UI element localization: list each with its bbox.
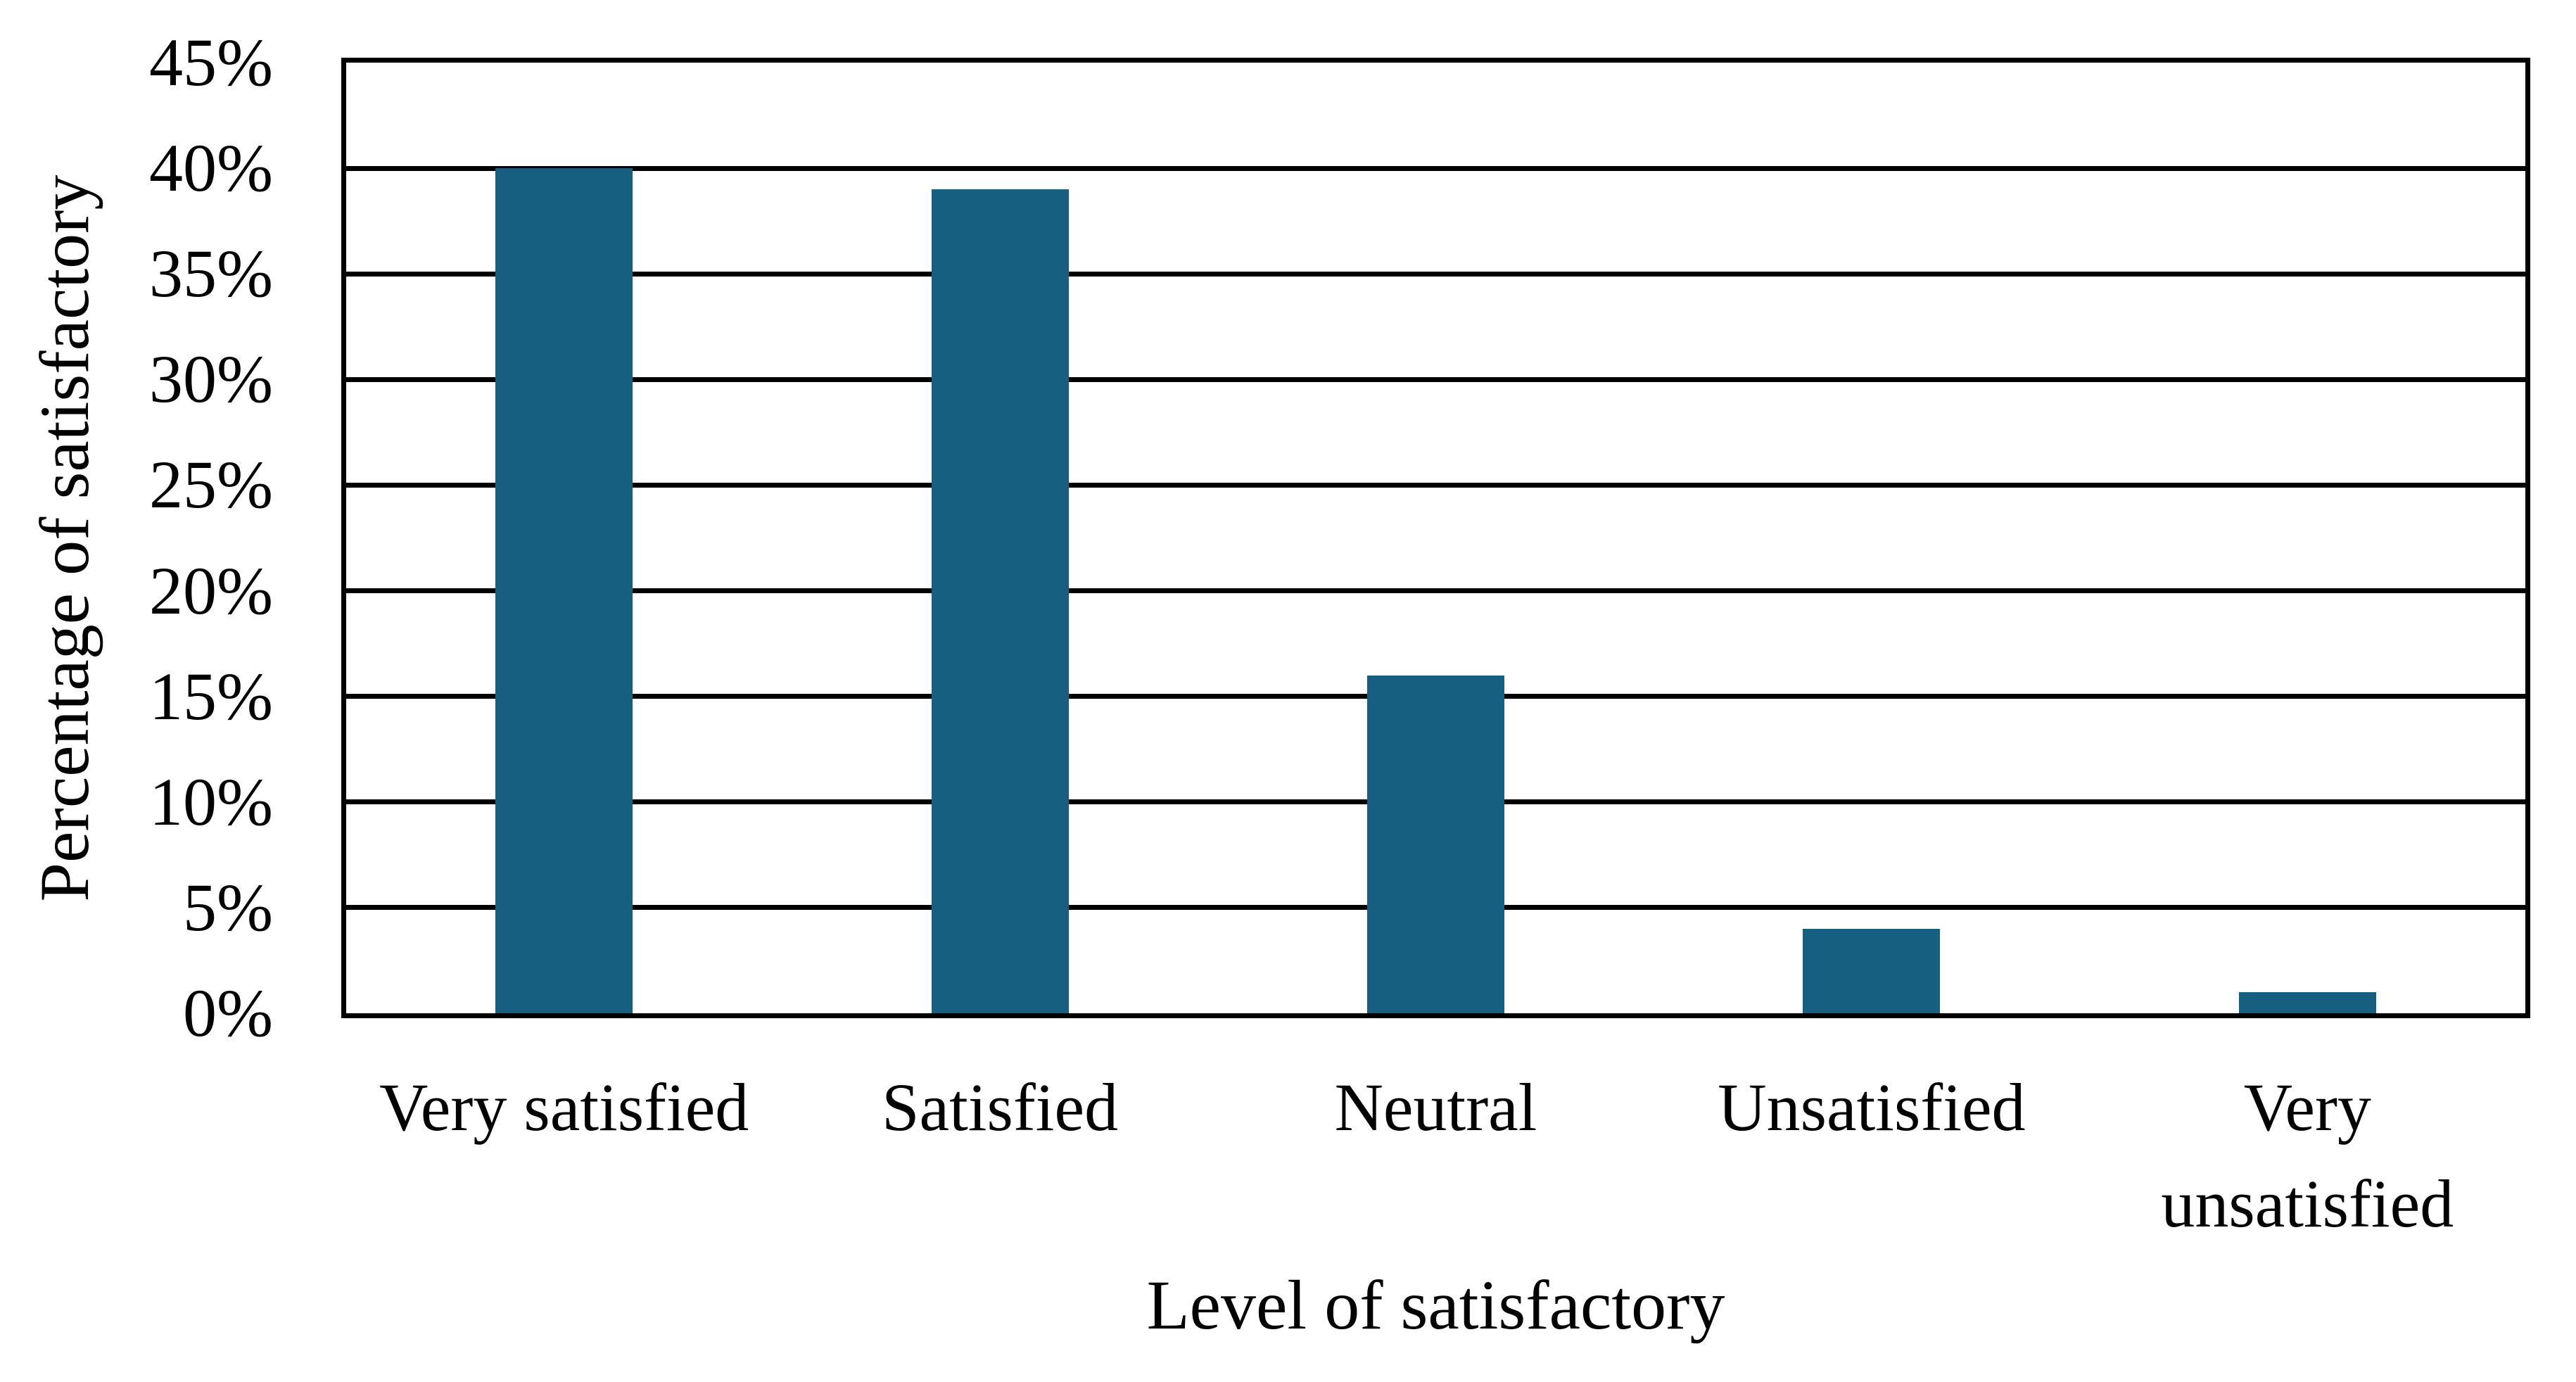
y-tick-label-35-: 35% <box>149 236 273 312</box>
bar-very-satisfied <box>495 168 633 1013</box>
bar-slot-unsatisfied <box>1654 63 2089 1013</box>
x-category-label-very-satisfied: Very satisfied <box>379 1070 749 1145</box>
x-category-label-satisfied: Satisfied <box>882 1070 1119 1145</box>
bar-neutral <box>1366 675 1505 1013</box>
gridline <box>346 482 2525 488</box>
plot-area <box>341 58 2530 1018</box>
gridline <box>346 271 2525 277</box>
y-tick-label-5-: 5% <box>183 869 273 945</box>
x-axis-title: Level of satisfactory <box>1146 1266 1725 1344</box>
y-tick-label-40-: 40% <box>149 130 273 206</box>
gridline <box>346 376 2525 382</box>
bar-slot-very-unsatisfied <box>2090 63 2525 1013</box>
y-tick-label-10-: 10% <box>149 763 273 839</box>
bar-slot-very-satisfied <box>346 63 782 1013</box>
bar-very-unsatisfied <box>2238 991 2376 1013</box>
bar-slot-neutral <box>1218 63 1654 1013</box>
y-tick-label-15-: 15% <box>149 658 273 734</box>
y-tick-label-45-: 45% <box>149 25 273 100</box>
bar-unsatisfied <box>1803 928 1941 1013</box>
x-axis-category-labels: Very satisfied Satisfied Neutral Unsatisfie… <box>346 1059 2525 1252</box>
bar-satisfied <box>931 189 1069 1013</box>
y-axis-tick-labels: 0% 5% 10% 15% 20% 25% 30% 35% 40% 45% <box>48 29 273 1047</box>
y-tick-label-0-: 0% <box>183 975 273 1051</box>
bars <box>346 63 2525 1013</box>
y-tick-label-30-: 30% <box>149 341 273 417</box>
x-category-label-unsatisfied: Unsatisfied <box>1718 1070 2026 1145</box>
bar-slot-satisfied <box>782 63 1217 1013</box>
x-category-label-neutral: Neutral <box>1334 1070 1537 1145</box>
gridline <box>346 588 2525 594</box>
gridline <box>346 165 2525 171</box>
y-tick-label-20-: 20% <box>149 552 273 628</box>
x-category-label-very-unsatisfied: Very unsatisfied <box>2161 1070 2454 1241</box>
y-tick-label-25-: 25% <box>149 447 273 523</box>
